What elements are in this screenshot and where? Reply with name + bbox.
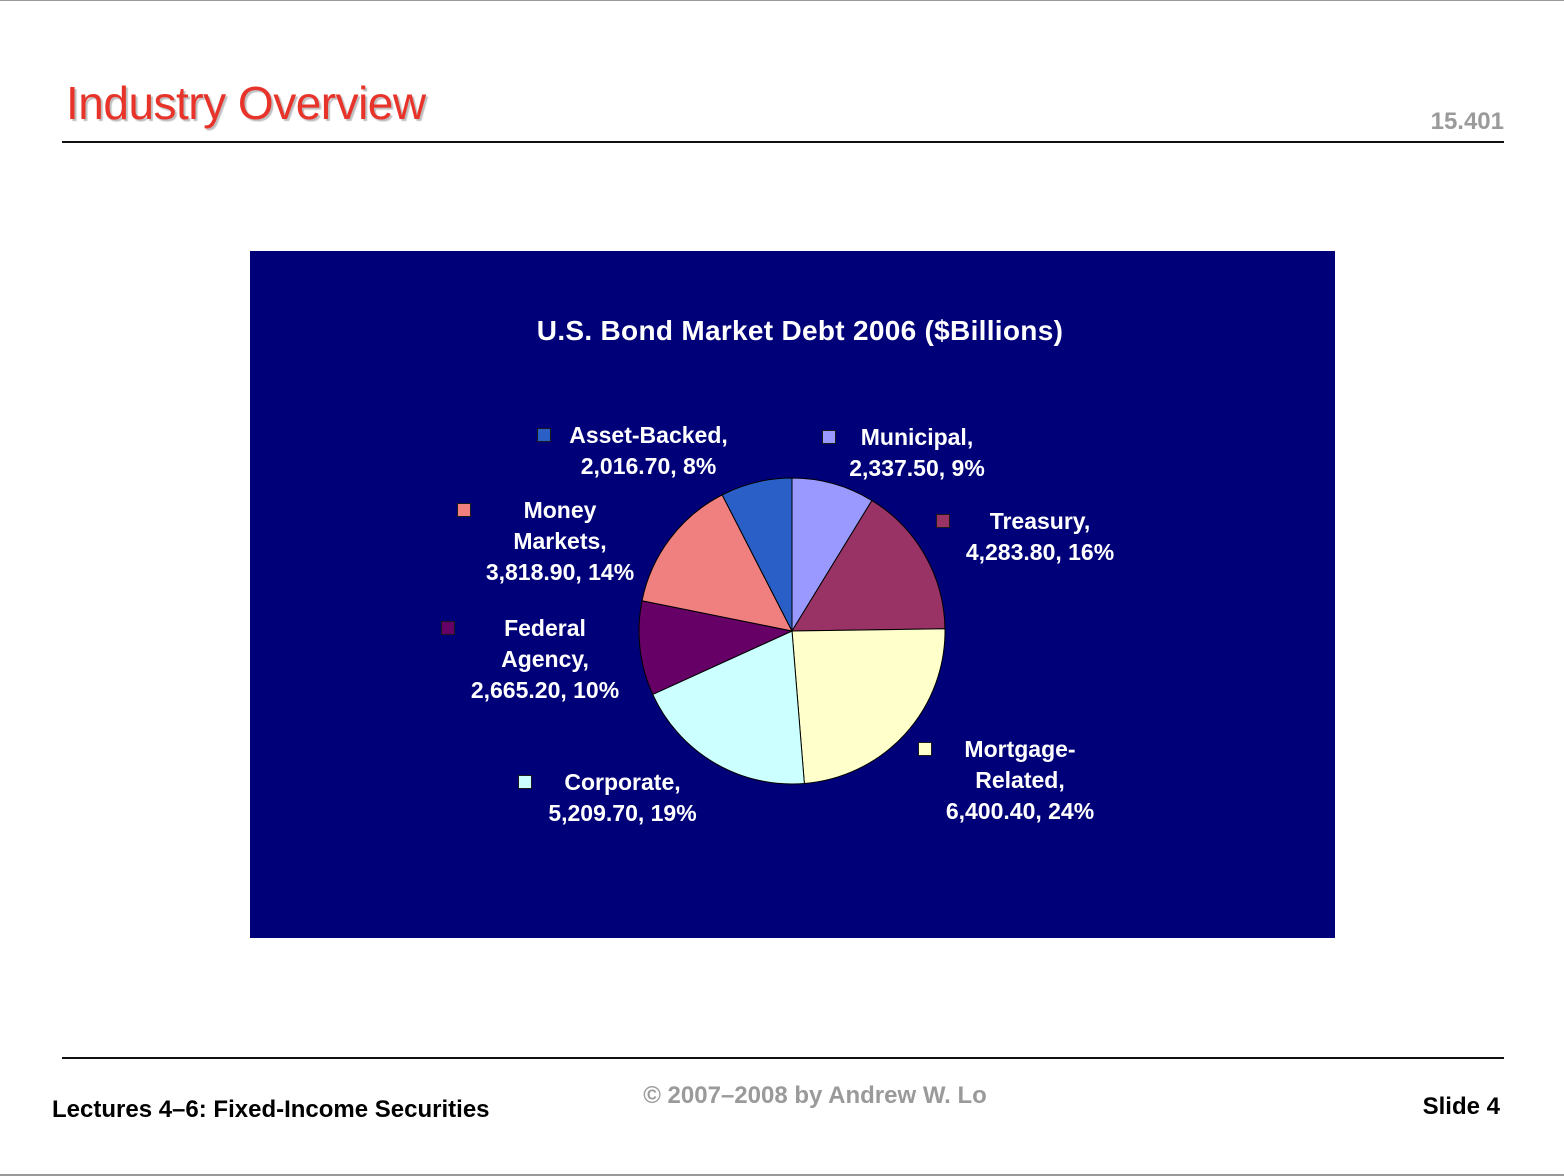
label-federal-agency: Federal Agency, 2,665.20, 10% bbox=[441, 613, 630, 706]
label-mortgage-line2: Related, bbox=[975, 767, 1065, 793]
pie-slice-municipal bbox=[791, 477, 873, 633]
label-mortgage-line3: 6,400.40, 24% bbox=[945, 798, 1095, 824]
legend-swatch-asset-backed bbox=[537, 428, 551, 442]
pie-slice-money-markets bbox=[641, 494, 793, 632]
frame-top-border bbox=[0, 0, 1564, 1]
pie-slice-mortgage-related bbox=[791, 628, 946, 785]
footer-rule bbox=[62, 1057, 1504, 1059]
label-federal-line2: Agency, bbox=[501, 646, 589, 672]
label-municipal-line1: Municipal, bbox=[860, 424, 974, 450]
pie-slice-asset-backed bbox=[721, 477, 793, 632]
label-municipal: Municipal, 2,337.50, 9% bbox=[822, 422, 1002, 484]
pie-slice-corporate bbox=[652, 630, 805, 785]
label-municipal-line2: 2,337.50, 9% bbox=[849, 455, 985, 481]
legend-swatch-money-markets bbox=[457, 503, 471, 517]
slide-number: Slide 4 bbox=[1422, 1093, 1500, 1120]
label-money-markets: Money Markets, 3,818.90, 14% bbox=[457, 495, 645, 588]
label-corporate-line1: Corporate, bbox=[564, 769, 681, 795]
pie-chart-panel: U.S. Bond Market Debt 2006 ($Billions) M… bbox=[250, 251, 1335, 938]
legend-swatch-treasury bbox=[936, 514, 950, 528]
legend-swatch-mortgage-related bbox=[918, 742, 932, 756]
lecture-title: Lectures 4–6: Fixed-Income Securities bbox=[52, 1096, 490, 1123]
label-corporate: Corporate, 5,209.70, 19% bbox=[518, 767, 710, 829]
legend-swatch-corporate bbox=[518, 775, 532, 789]
label-treasury-line1: Treasury, bbox=[989, 508, 1091, 534]
label-federal-line1: Federal bbox=[504, 615, 586, 641]
label-federal-line3: 2,665.20, 10% bbox=[470, 677, 620, 703]
pie-slice-treasury bbox=[791, 499, 946, 632]
legend-swatch-federal-agency bbox=[441, 621, 455, 635]
slide-title: Industry Overview bbox=[66, 77, 426, 129]
frame-bottom-border bbox=[0, 1174, 1564, 1176]
label-asset-line2: 2,016.70, 8% bbox=[580, 453, 717, 479]
pie-slice-federal-agency bbox=[638, 600, 794, 696]
label-asset-backed: Asset-Backed, 2,016.70, 8% bbox=[537, 420, 736, 482]
label-mortgage-line1: Mortgage- bbox=[964, 736, 1076, 762]
label-treasury: Treasury, 4,283.80, 16% bbox=[936, 506, 1130, 568]
chart-title: U.S. Bond Market Debt 2006 ($Billions) bbox=[536, 315, 1064, 346]
legend-swatch-municipal bbox=[822, 430, 836, 444]
label-asset-line1: Asset-Backed, bbox=[569, 422, 728, 448]
header-rule bbox=[62, 141, 1504, 143]
label-corporate-line2: 5,209.70, 19% bbox=[548, 800, 697, 826]
label-treasury-line2: 4,283.80, 16% bbox=[965, 539, 1115, 565]
label-money-line2: Markets, bbox=[513, 528, 607, 554]
label-money-line1: Money bbox=[523, 497, 597, 523]
copyright: © 2007–2008 by Andrew W. Lo bbox=[643, 1082, 987, 1109]
label-mortgage-related: Mortgage- Related, 6,400.40, 24% bbox=[918, 734, 1105, 827]
label-money-line3: 3,818.90, 14% bbox=[485, 559, 635, 585]
pie-chart bbox=[638, 477, 946, 785]
course-number: 15.401 bbox=[1430, 108, 1504, 135]
